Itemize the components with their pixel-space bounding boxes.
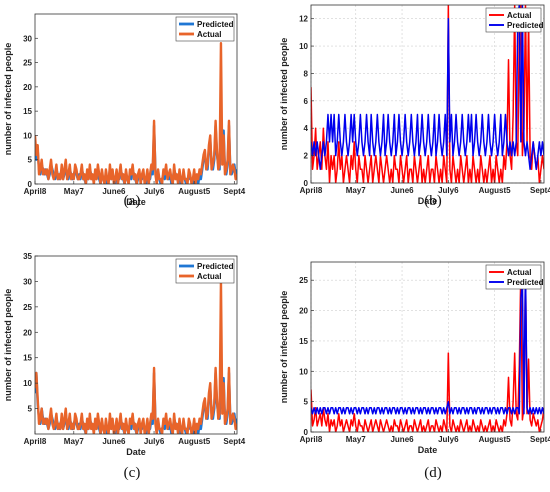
y-tick-label: 5	[28, 156, 33, 165]
x-tick-label: Sept4	[223, 437, 245, 446]
axes-frame	[34, 255, 238, 435]
x-tick-label: April8	[24, 437, 47, 446]
x-axis-label: Date	[418, 445, 438, 455]
chart-panel-c: 5 10 15 20 25 30 35 April8 May7 June6 July6 August5…	[3, 252, 246, 481]
plot-area	[311, 262, 544, 432]
x-axis-label: Date	[126, 447, 146, 457]
legend-label: Actual	[507, 268, 531, 277]
y-tick-label: 10	[299, 42, 308, 51]
y-tick-label: 5	[28, 405, 33, 414]
y-tick-label: 2	[304, 152, 309, 161]
x-tick-label: May7	[64, 187, 85, 196]
x-tick-label: July6	[144, 187, 165, 196]
y-tick-label: 15	[299, 337, 308, 346]
legend-box	[175, 258, 235, 284]
x-tick-label: Sept4	[530, 435, 550, 444]
x-axis-label: Date	[126, 197, 146, 207]
y-tick-label: 30	[23, 34, 32, 43]
x-tick-label: August5	[479, 186, 512, 195]
x-tick-label: April8	[24, 187, 47, 196]
y-tick-label: 6	[304, 97, 309, 106]
x-tick-label: June6	[390, 186, 414, 195]
x-tick-label: April8	[300, 186, 323, 195]
x-tick-label: June6	[390, 435, 414, 444]
axes-frame	[310, 261, 545, 433]
legend-box	[485, 264, 542, 290]
x-tick-label: May7	[346, 435, 367, 444]
panel-caption: (d)	[424, 465, 442, 481]
y-tick-label: 25	[23, 303, 32, 312]
x-tick-label: Sept4	[530, 186, 550, 195]
y-tick-label: 20	[23, 328, 32, 337]
y-tick-label: 0	[28, 180, 33, 189]
y-axis-label: number of infected people	[3, 43, 13, 156]
x-tick-label: April8	[300, 435, 323, 444]
y-tick-label: 0	[304, 428, 309, 437]
series-line-actual	[35, 280, 237, 434]
y-tick-label: 10	[23, 379, 32, 388]
x-tick-label: August5	[479, 435, 512, 444]
x-tick-label: June6	[102, 437, 126, 446]
legend-label: Actual	[197, 272, 221, 281]
y-tick-label: 30	[23, 277, 32, 286]
legend-label: Predicted	[507, 21, 544, 30]
x-tick-label: July6	[438, 186, 459, 195]
x-tick-label: Sept4	[223, 187, 245, 196]
x-tick-label: July6	[438, 435, 459, 444]
legend-label: Predicted	[197, 262, 234, 271]
legend-box	[485, 7, 542, 33]
series-line-actual	[311, 267, 544, 432]
y-tick-label: 10	[299, 367, 308, 376]
legend-label: Predicted	[507, 278, 544, 287]
series-line-actual	[311, 5, 544, 183]
y-tick-label: 10	[23, 131, 32, 140]
y-axis-label: number of infected people	[279, 38, 289, 151]
series-line-predicted	[311, 267, 544, 415]
legend-box	[175, 16, 235, 42]
y-tick-label: 8	[304, 69, 309, 78]
x-tick-label: August5	[178, 437, 211, 446]
y-tick-label: 4	[304, 124, 309, 133]
axes-frame	[310, 4, 545, 184]
x-tick-label: May7	[64, 437, 85, 446]
series-line-actual	[35, 41, 237, 184]
y-tick-label: 15	[23, 107, 32, 116]
y-tick-label: 20	[23, 83, 32, 92]
legend-label: Actual	[197, 30, 221, 39]
chart-panel-a: 0 5 10 15 20 25 30 April8 May7 June6 July6 August5 S…	[3, 13, 246, 209]
series-line-predicted	[311, 5, 544, 171]
y-tick-label: 35	[23, 252, 32, 261]
legend-label: Predicted	[197, 20, 234, 29]
panel-caption: (c)	[124, 465, 141, 481]
y-tick-label: 25	[299, 276, 308, 285]
plot-area	[311, 5, 544, 183]
y-axis-label: number of infected people	[279, 291, 289, 404]
chart-panel-d: 0 5 10 15 20 25 April8 May7 June6 July6 August5 Sep…	[279, 261, 550, 481]
axes-frame	[34, 13, 238, 185]
y-tick-label: 0	[304, 179, 309, 188]
y-tick-label: 20	[299, 307, 308, 316]
y-axis-label: number of infected people	[3, 289, 13, 402]
chart-panel-b: 0 2 4 6 8 10 12 April8 May7 June6 July6 August5 Sept…	[279, 4, 550, 209]
y-tick-label: 25	[23, 59, 32, 68]
y-tick-label: 15	[23, 354, 32, 363]
y-tick-label: 5	[304, 398, 309, 407]
x-tick-label: May7	[346, 186, 367, 195]
x-tick-label: August5	[178, 187, 211, 196]
legend-label: Actual	[507, 11, 531, 20]
x-tick-label: July6	[144, 437, 165, 446]
x-axis-label: Date	[418, 196, 438, 206]
panel-caption: (a)	[124, 193, 141, 209]
y-tick-label: 12	[299, 15, 308, 24]
x-tick-label: June6	[102, 187, 126, 196]
panel-caption: (b)	[424, 193, 442, 209]
